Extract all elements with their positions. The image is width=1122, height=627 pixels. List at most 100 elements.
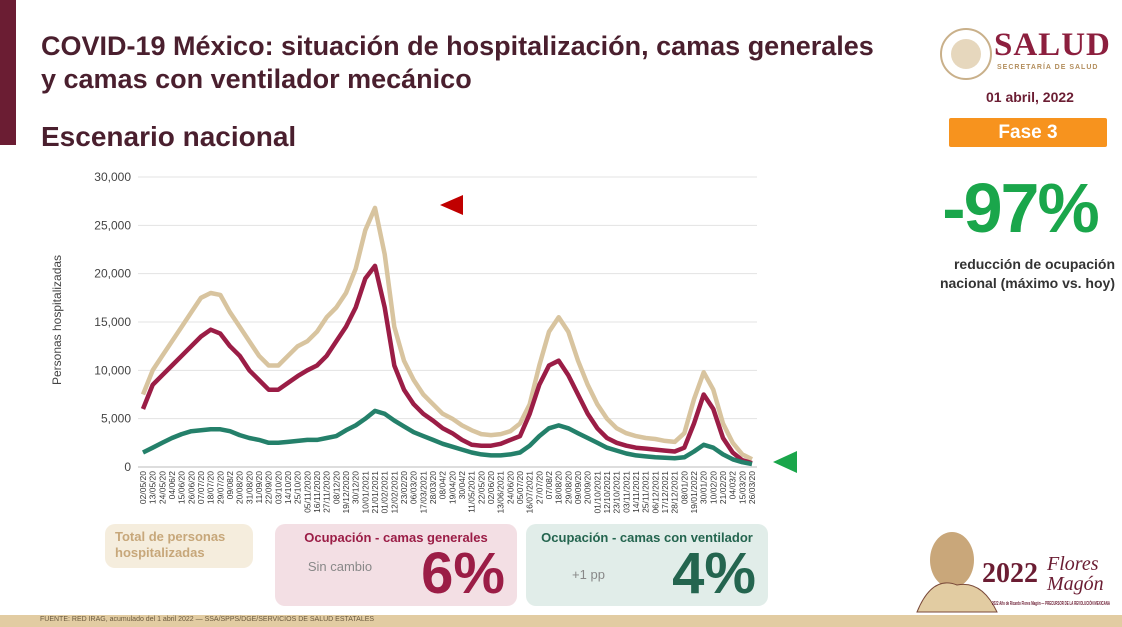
x-tick-label: 11/05/2021: [467, 471, 477, 513]
footer-source: FUENTE: RED IRAG, acumulado del 1 abril …: [0, 615, 1122, 627]
x-tick-label: 01/02/2021: [380, 471, 390, 514]
x-tick-label: 11/09/20: [254, 471, 264, 504]
x-tick-label: 12/10/2021: [602, 471, 612, 514]
x-tick-label: 07/08/2: [544, 471, 554, 500]
x-tick-label: 19/01/2022: [689, 471, 699, 514]
y-tick-label: 5,000: [101, 412, 131, 426]
x-tick-label: 20/08/20: [235, 471, 245, 504]
x-tick-label: 05/11/2020: [302, 471, 312, 513]
x-tick-label: 21/01/2021: [370, 471, 380, 514]
x-tick-label: 02/06/20: [486, 471, 496, 504]
salud-wordmark: SALUD: [994, 27, 1111, 63]
x-tick-label: 26/06/20: [186, 471, 196, 504]
page-title: COVID-19 México: situación de hospitaliz…: [41, 31, 874, 94]
y-tick-label: 10,000: [94, 363, 131, 377]
y-tick-label: 30,000: [94, 170, 131, 184]
general-beds-change: Sin cambio: [307, 559, 373, 574]
ventilator-beds-change: +1 pp: [572, 567, 605, 582]
current-marker-icon: [773, 451, 797, 473]
series-line-total: [140, 205, 754, 462]
x-tick-label: 24/05/20: [157, 471, 167, 504]
x-tick-label: 13/06/2021: [496, 471, 506, 514]
x-tick-label: 13/05/20: [148, 471, 158, 504]
brand-strip: [0, 0, 16, 145]
salud-tagline: SECRETARÍA DE SALUD: [997, 64, 1099, 71]
x-tick-label: 04/06/2: [167, 471, 177, 500]
y-tick-label: 25,000: [94, 218, 131, 232]
x-tick-label: 16/07/2021: [525, 471, 535, 514]
legend-ventilator-beds: Ocupación - camas con ventilador +1 pp 4…: [526, 524, 768, 606]
y-tick-label: 15,000: [94, 315, 131, 329]
x-tick-label: 10/02/20: [708, 471, 718, 504]
x-tick-label: 01/10/2021: [592, 471, 602, 514]
x-tick-label: 19/04/20: [447, 471, 457, 504]
legend-total: Total de personas hospitalizadas: [105, 524, 253, 568]
general-beds-value: 6%: [421, 541, 505, 606]
report-date: 01 abril, 2022: [986, 89, 1074, 105]
x-tick-label: 06/12/2021: [650, 471, 660, 514]
x-tick-label: 10/01/2021: [360, 471, 370, 514]
y-tick-label: 0: [124, 460, 131, 474]
x-tick-label: 15/06/20: [177, 471, 187, 504]
legend-general-beds: Ocupación - camas generales Sin cambio 6…: [275, 524, 517, 606]
x-tick-label: 05/07/20: [515, 471, 525, 504]
x-tick-label: 09/08/2: [225, 471, 235, 500]
x-tick-label: 26/03/20: [747, 471, 757, 504]
ventilator-beds-title: Ocupación - camas con ventilador: [541, 530, 753, 545]
x-tick-label: 23/10/2021: [612, 471, 622, 514]
reduction-label: reducción de ocupación nacional (máximo …: [939, 256, 1115, 291]
series-line-general: [140, 263, 753, 466]
page-subtitle: Escenario nacional: [41, 121, 297, 152]
general-beds-title: Ocupación - camas generales: [304, 530, 488, 545]
x-tick-label: 06/03/20: [409, 471, 419, 504]
x-tick-label: 12/02/2021: [389, 471, 399, 514]
reduction-percent: -97%: [942, 169, 1099, 247]
x-tick-label: 14/10/20: [283, 471, 293, 504]
hospitalization-chart: 0 5,000 10,000 15,000 20,000 25,000 30,000 02/0…: [50, 170, 797, 514]
x-tick-label: 14/11/2021: [631, 471, 641, 513]
x-tick-label: 29/08/20: [563, 471, 573, 504]
flores-magon-badge: 2022 Flores Magón 2022 Año de Ricardo Fl…: [916, 532, 1110, 613]
x-tick-label: 30/04/2: [457, 471, 467, 500]
svg-text:2022: 2022: [982, 558, 1038, 589]
phase-badge: Fase 3: [949, 118, 1107, 147]
x-tick-label: 30/12/20: [351, 471, 361, 504]
mexico-seal-logo: [940, 28, 992, 80]
legend-total-label: Total de personas hospitalizadas: [115, 529, 226, 560]
x-tick-label: 25/10/20: [293, 471, 303, 504]
x-tick-label: 22/09/20: [264, 471, 274, 504]
x-tick-label: 02/05/20: [138, 471, 148, 504]
ventilator-beds-value: 4%: [672, 541, 756, 606]
series-line-ventilator: [142, 408, 753, 467]
badge-text: 2022 Año de Ricardo Flores Magón — PRECU…: [992, 599, 1110, 607]
x-tick-label: 31/08/20: [244, 471, 254, 504]
y-tick-label: 20,000: [94, 267, 131, 281]
x-tick-label: 27/07/20: [534, 471, 544, 504]
x-tick-label: 20/09/20: [583, 471, 593, 504]
x-tick-label: 03/11/2021: [621, 471, 631, 513]
x-tick-label: 07/07/20: [196, 471, 206, 504]
x-tick-label: 25/11/2021: [641, 471, 651, 513]
x-tick-label: 04/03/2: [728, 471, 738, 500]
source-text: FUENTE: RED IRAG, acumulado del 1 abril …: [40, 616, 375, 623]
x-tick-label: 18/07/20: [206, 471, 216, 504]
x-tick-label: 03/10/20: [273, 471, 283, 504]
x-tick-label: 29/07/20: [215, 471, 225, 504]
x-tick-label: 30/01/20: [699, 471, 709, 504]
x-tick-label: 28/12/2021: [670, 471, 680, 514]
x-tick-label: 22/05/20: [476, 471, 486, 504]
x-tick-label: 15/03/20: [737, 471, 747, 504]
x-tick-label: 27/11/2020: [322, 471, 332, 513]
x-tick-label: 18/08/20: [554, 471, 564, 504]
x-tick-label: 09/09/20: [573, 471, 583, 504]
x-tick-label: 24/06/20: [505, 471, 515, 504]
x-tick-label: 17/12/2021: [660, 471, 670, 514]
x-tick-label: 08/04/2: [438, 471, 448, 500]
x-tick-label: 23/02/20: [399, 471, 409, 504]
svg-text:Flores: Flores: [1046, 553, 1099, 575]
y-axis-label: Personas hospitalizadas: [50, 255, 64, 385]
x-tick-label: 21/02/20: [718, 471, 728, 504]
x-tick-label: 19/12/2020: [341, 471, 351, 514]
x-tick-label: 08/01/20: [679, 471, 689, 504]
peak-marker-icon: [440, 195, 463, 215]
